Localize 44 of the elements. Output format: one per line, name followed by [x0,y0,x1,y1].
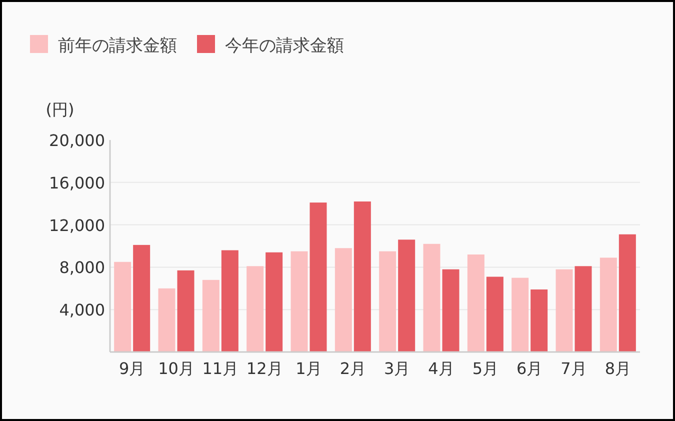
bar [354,201,371,352]
legend-label: 今年の請求金額 [225,36,344,56]
y-tick-label: 16,000 [49,173,105,192]
y-tick-label: 20,000 [49,131,105,150]
x-tick-label: 3月 [384,359,410,378]
x-tick-label: 6月 [516,359,543,378]
x-tick-label: 1月 [296,359,322,378]
bar [202,280,220,352]
bar [334,248,352,352]
bar [246,266,264,352]
legend-label: 前年の請求金額 [58,36,177,56]
x-tick-label: 5月 [472,359,499,378]
bar [556,269,573,352]
bar [221,250,238,352]
x-tick-label: 12月 [246,359,283,378]
bar [486,276,504,352]
bar [512,278,529,352]
x-tick-label: 11月 [202,359,239,378]
bar [114,262,132,352]
bar [158,288,176,352]
bar [423,244,440,352]
bar [574,266,592,352]
x-tick-label: 9月 [118,359,146,378]
bar [133,244,150,352]
bar [618,234,636,352]
bar [310,202,327,352]
y-axis-title: (円) [46,100,74,119]
bar [530,289,548,352]
bar [290,251,308,352]
bar [467,254,484,352]
y-tick-label: 8,000 [59,258,105,278]
x-tick-label: 4月 [428,359,454,378]
bar [266,252,283,352]
x-tick-label: 8月 [604,359,632,378]
x-tick-label: 10月 [158,359,194,378]
bar [442,269,460,352]
x-tick-label: 7月 [560,359,587,378]
bar [379,251,396,352]
y-tick-label: 12,000 [49,216,105,235]
y-tick-label: 4,000 [59,300,105,320]
bar [600,258,617,352]
bar [177,270,194,352]
x-tick-label: 2月 [340,359,366,378]
bar [398,240,416,352]
